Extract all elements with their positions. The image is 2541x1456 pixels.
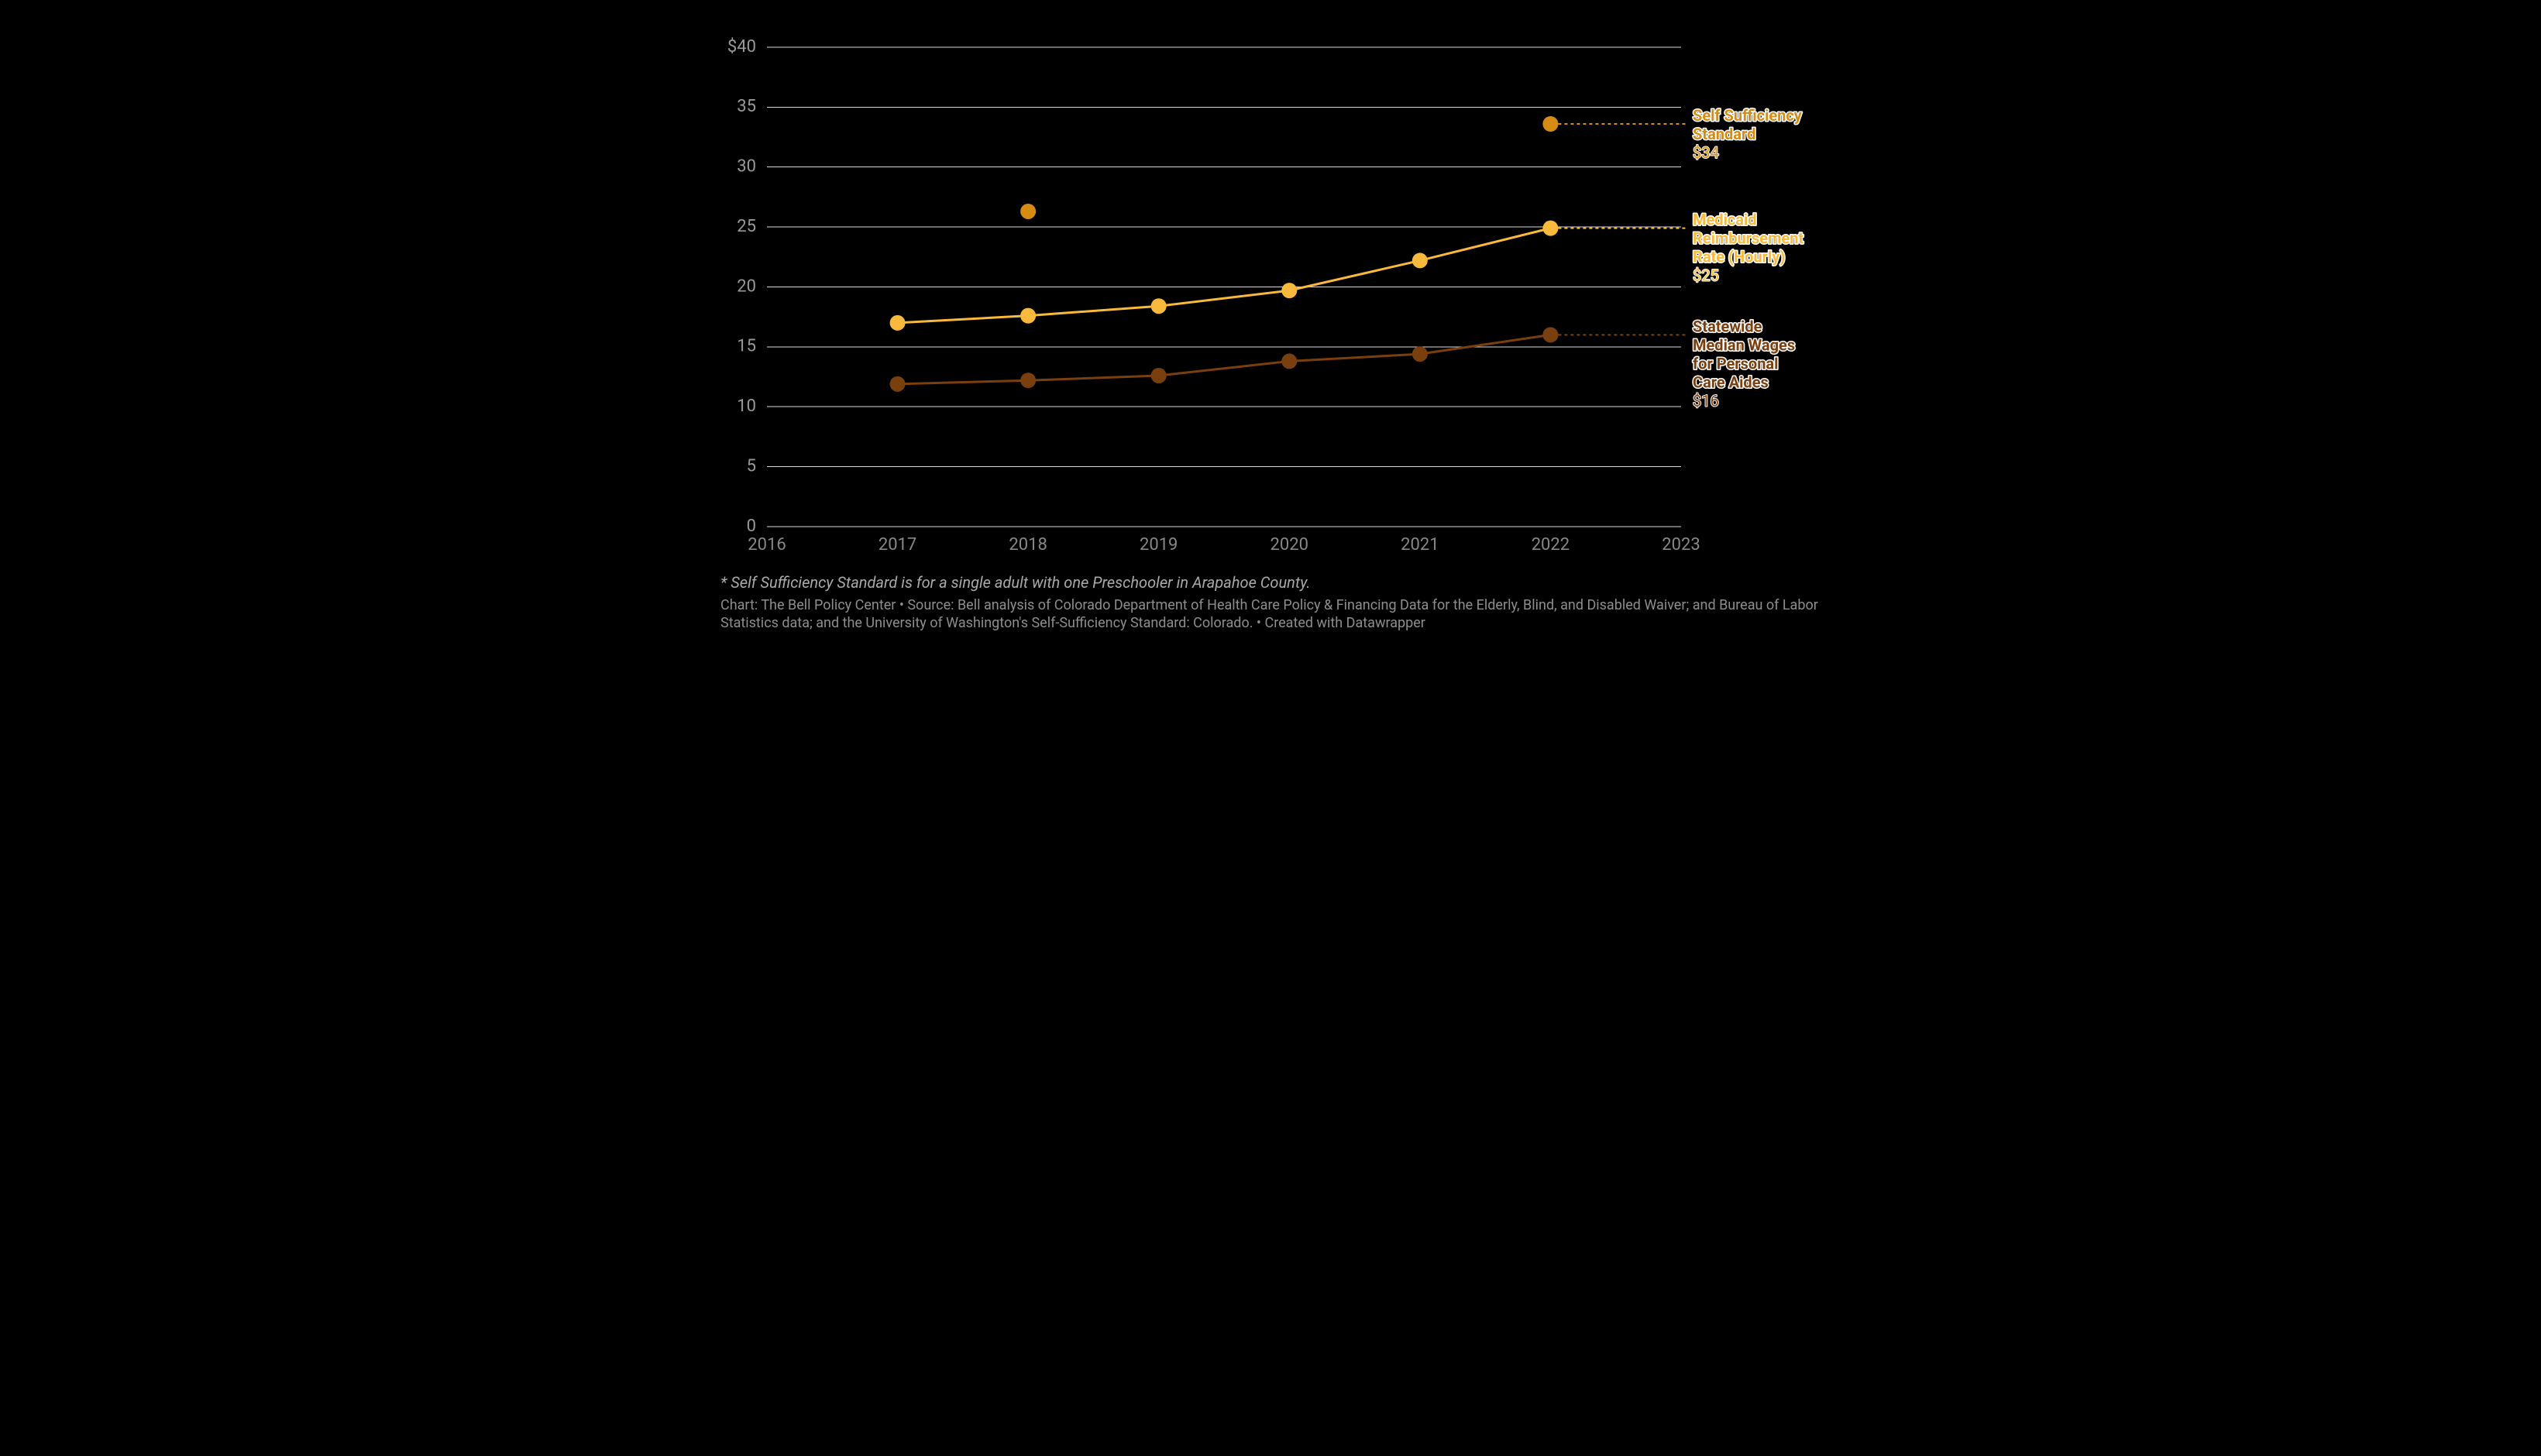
data-point: [1412, 346, 1428, 362]
data-point: [1542, 116, 1558, 132]
data-point: [1151, 298, 1167, 314]
series-label: Rate (Hourly): [1693, 248, 1785, 266]
series-label: Medicaid: [1693, 211, 1757, 229]
series-label: Standard: [1693, 125, 1755, 143]
series-label: Care Aides: [1693, 373, 1769, 391]
series-line-medicaid_rate: [898, 228, 1551, 323]
line-chart: 0 5 10 15 20 25 30 35 $40 2016 2017 2018 2019 2020 202…: [705, 0, 1836, 647]
x-axis-label: 2019: [1140, 535, 1178, 555]
chart-source: Chart: The Bell Policy Center • Source: …: [720, 596, 1821, 633]
x-axis-label: 2021: [1401, 535, 1439, 555]
series-label: Self Sufficiency: [1693, 106, 1803, 125]
y-axis-label: 10: [737, 397, 756, 416]
y-axis-label: 0: [747, 517, 756, 536]
y-axis-label: 5: [747, 456, 756, 476]
y-axis-label: 25: [737, 217, 756, 236]
y-axis-label: $40: [727, 37, 756, 57]
series-final-value: $25: [1693, 266, 1719, 285]
y-axis-label: 30: [737, 157, 756, 177]
data-point: [1151, 368, 1167, 383]
data-point: [1281, 283, 1297, 298]
x-axis-label: 2018: [1009, 535, 1047, 555]
chart-footnote: * Self Sufficiency Standard is for a sin…: [720, 573, 1310, 592]
series-final-value: $34: [1693, 143, 1719, 162]
data-point: [1412, 252, 1428, 268]
series-label: Statewide: [1693, 317, 1762, 335]
series-label: Reimbursement: [1693, 229, 1803, 248]
data-point: [1020, 373, 1036, 388]
data-point: [890, 315, 906, 331]
x-axis-label: 2023: [1662, 535, 1700, 555]
data-point: [890, 376, 906, 392]
series-label: for Personal: [1693, 354, 1778, 373]
y-axis-label: 35: [737, 97, 756, 116]
x-axis-label: 2020: [1270, 535, 1308, 555]
y-axis-label: 20: [737, 276, 756, 296]
y-axis-label: 15: [737, 337, 756, 356]
data-point: [1542, 221, 1558, 236]
series-final-value: $16: [1693, 391, 1719, 410]
series-label: Median Wages: [1693, 335, 1795, 354]
data-point: [1281, 353, 1297, 369]
data-point: [1020, 204, 1036, 219]
series-line-median_wages: [898, 335, 1551, 383]
x-axis-label: 2017: [879, 535, 916, 555]
data-point: [1020, 308, 1036, 324]
data-point: [1542, 327, 1558, 342]
x-axis-label: 2022: [1532, 535, 1570, 555]
x-axis-label: 2016: [748, 535, 786, 555]
chart-container: 0 5 10 15 20 25 30 35 $40 2016 2017 2018 2019 2020 202…: [705, 0, 1836, 647]
